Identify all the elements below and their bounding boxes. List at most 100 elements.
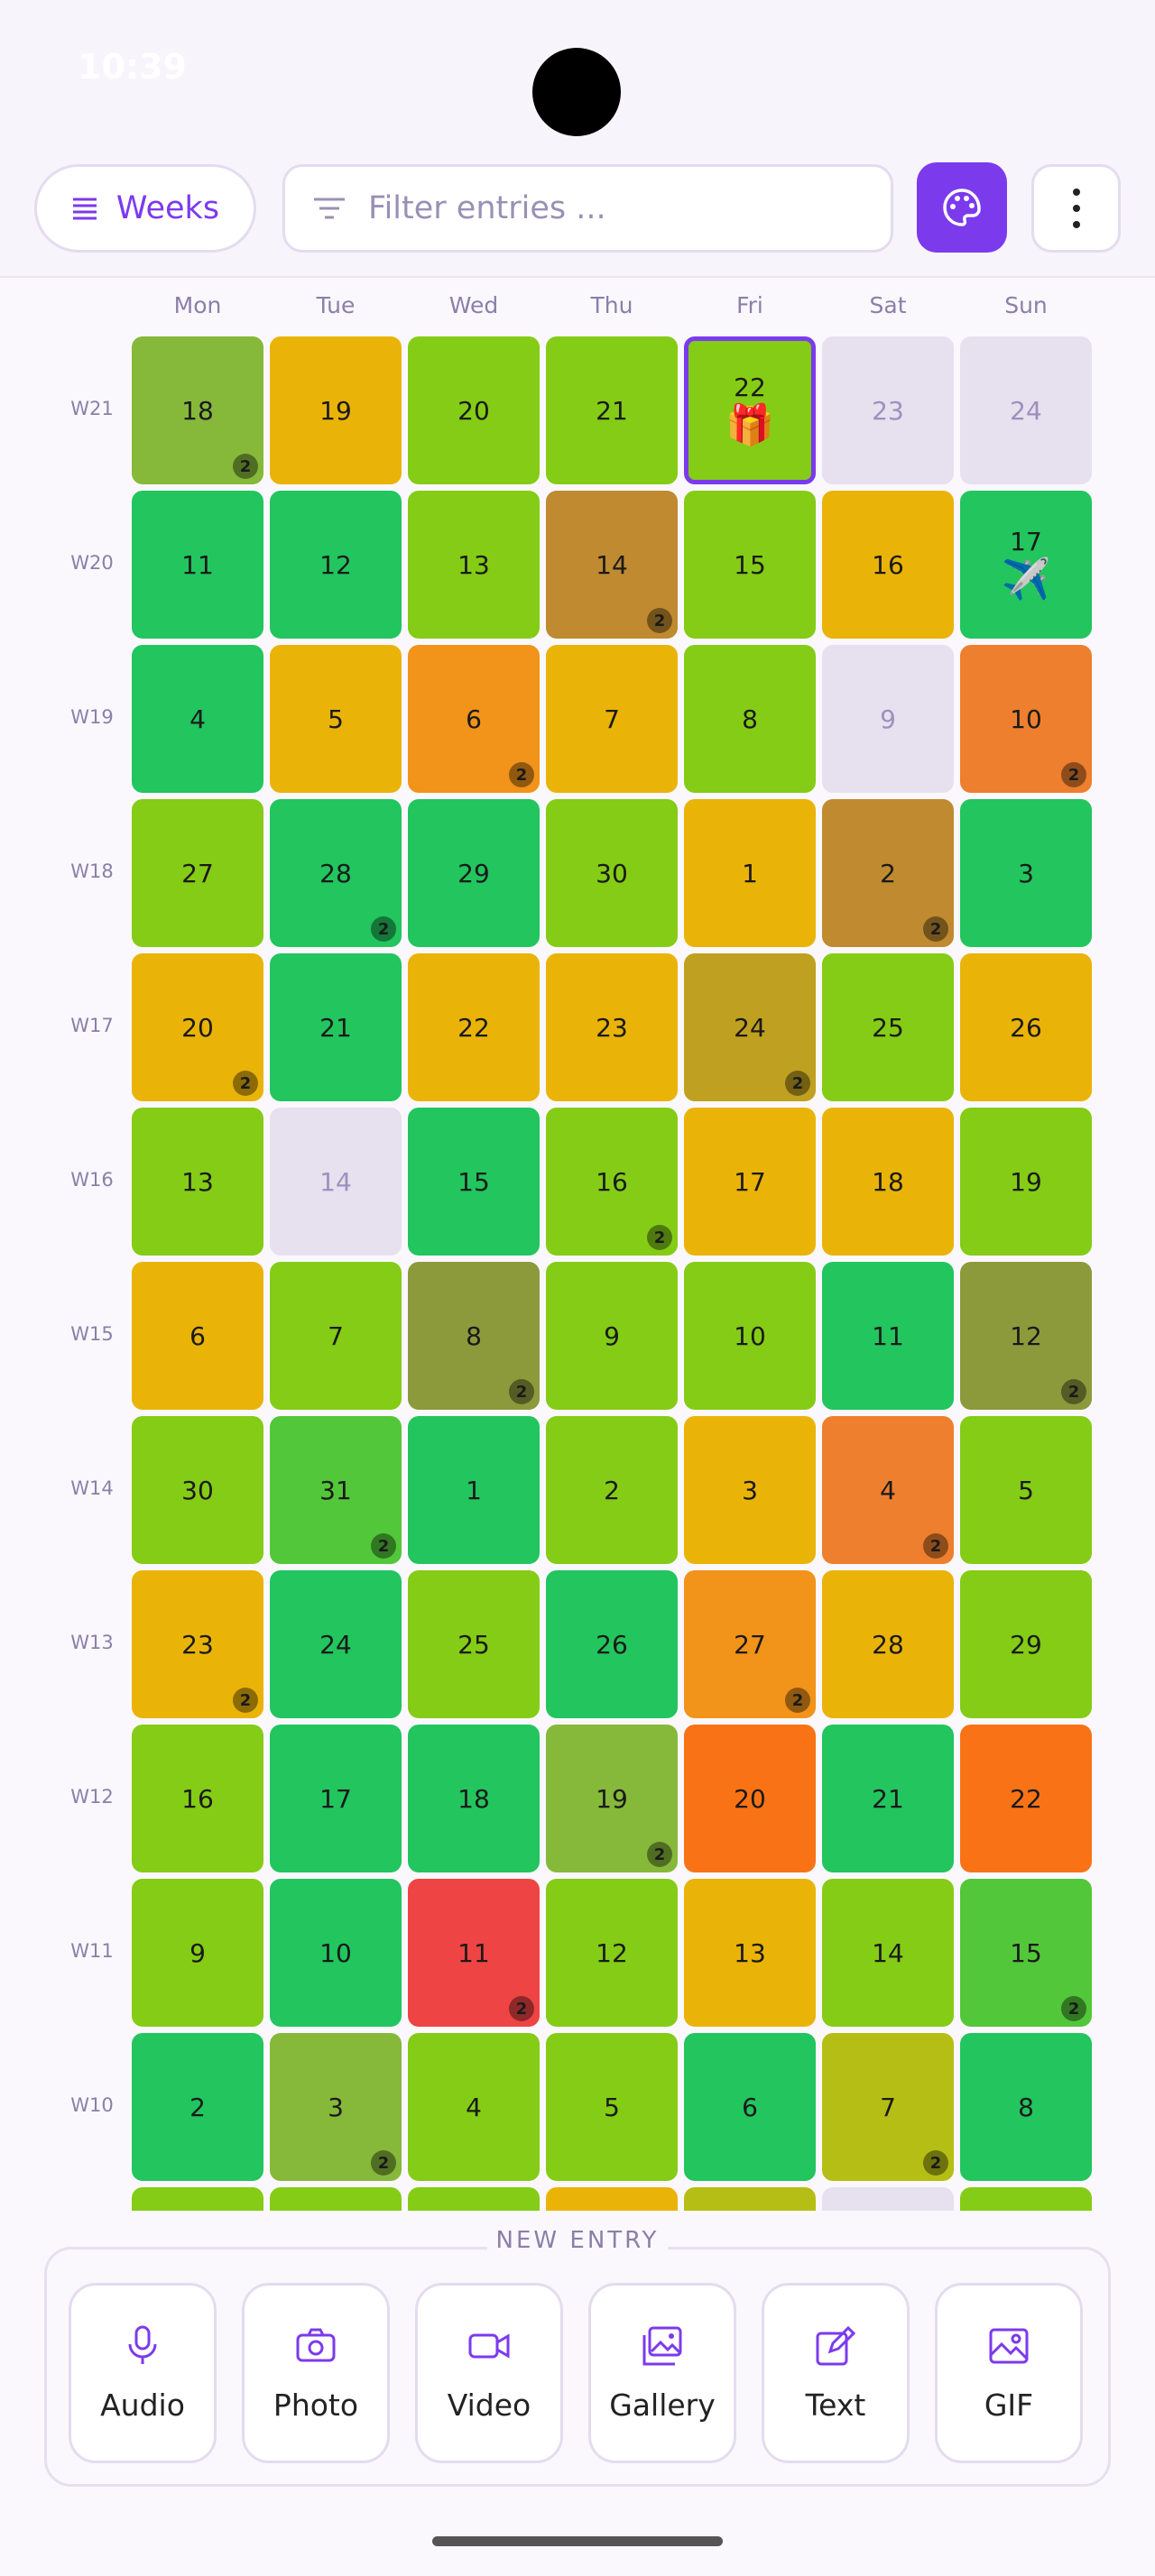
day-cell[interactable]: 17 bbox=[270, 1725, 402, 1872]
day-cell[interactable]: 3 bbox=[684, 1416, 816, 1564]
day-cell[interactable]: 22 🎁 bbox=[684, 336, 816, 484]
day-cell[interactable]: 12 2 bbox=[960, 1262, 1092, 1410]
day-cell[interactable]: 28 2 bbox=[270, 799, 402, 947]
day-cell[interactable]: 16 2 bbox=[546, 1108, 678, 1256]
more-button[interactable] bbox=[1031, 164, 1121, 253]
day-cell[interactable]: 9 bbox=[546, 1262, 678, 1410]
day-cell[interactable]: 4 bbox=[408, 2033, 540, 2181]
day-cell[interactable]: 15 bbox=[684, 491, 816, 639]
day-cell[interactable]: 23 bbox=[822, 336, 954, 484]
day-cell[interactable]: 4 bbox=[132, 645, 263, 793]
day-cell[interactable]: 14 bbox=[270, 1108, 402, 1256]
day-cell[interactable]: 25 bbox=[822, 953, 954, 1101]
day-cell[interactable]: 13 bbox=[684, 1879, 816, 2027]
day-cell[interactable]: 20 2 bbox=[132, 953, 263, 1101]
day-cell[interactable]: 12 bbox=[270, 491, 402, 639]
day-cell[interactable]: 25 bbox=[408, 1570, 540, 1718]
day-cell[interactable]: 8 bbox=[960, 2033, 1092, 2181]
filter-input[interactable]: Filter entries ... bbox=[282, 164, 893, 253]
day-cell[interactable]: 23 bbox=[546, 953, 678, 1101]
day-cell[interactable]: 2 bbox=[132, 2033, 263, 2181]
day-cell[interactable]: 19 bbox=[270, 336, 402, 484]
new-entry-button[interactable]: Video bbox=[415, 2283, 563, 2463]
day-cell[interactable]: 17 ✈️ bbox=[960, 491, 1092, 639]
day-cell[interactable]: 7 bbox=[546, 645, 678, 793]
day-cell[interactable]: 24 bbox=[270, 1570, 402, 1718]
day-cell[interactable]: 13 bbox=[408, 491, 540, 639]
day-cell[interactable]: 22 bbox=[408, 953, 540, 1101]
day-cell[interactable]: 11 bbox=[132, 491, 263, 639]
day-cell[interactable]: 1 bbox=[684, 799, 816, 947]
day-cell[interactable]: 11 bbox=[822, 1262, 954, 1410]
day-cell[interactable]: 15 bbox=[408, 1108, 540, 1256]
day-cell[interactable]: 12 bbox=[546, 1879, 678, 2027]
day-cell[interactable]: 23 2 bbox=[132, 1570, 263, 1718]
day-cell[interactable]: 29 bbox=[960, 1570, 1092, 1718]
day-cell[interactable]: 27 2 bbox=[684, 1570, 816, 1718]
day-cell[interactable]: 20 bbox=[684, 1725, 816, 1872]
new-entry-button[interactable]: GIF bbox=[935, 2283, 1083, 2463]
day-cell[interactable]: 30 bbox=[546, 799, 678, 947]
day-cell[interactable]: 24 2 bbox=[684, 953, 816, 1101]
day-cell[interactable]: 16 bbox=[822, 491, 954, 639]
day-cell[interactable]: 19 2 bbox=[546, 1725, 678, 1872]
day-cell[interactable]: 9 bbox=[132, 1879, 263, 2027]
day-number: 21 bbox=[319, 1012, 352, 1043]
day-cell[interactable]: 21 bbox=[822, 1725, 954, 1872]
day-cell[interactable]: 28 bbox=[822, 1570, 954, 1718]
new-entry-button[interactable]: Gallery bbox=[588, 2283, 736, 2463]
day-cell[interactable]: 29 bbox=[408, 799, 540, 947]
day-cell[interactable]: 18 2 bbox=[132, 336, 263, 484]
day-cell[interactable]: 11 2 bbox=[408, 1879, 540, 2027]
day-cell[interactable]: 15 2 bbox=[960, 1879, 1092, 2027]
day-cell[interactable]: 31 2 bbox=[270, 1416, 402, 1564]
palette-button[interactable] bbox=[917, 162, 1007, 253]
day-cell[interactable]: 1 bbox=[408, 1416, 540, 1564]
day-cell[interactable]: 13 bbox=[132, 1108, 263, 1256]
day-cell[interactable]: 21 bbox=[270, 953, 402, 1101]
day-cell[interactable]: 17 bbox=[684, 1108, 816, 1256]
filter-icon bbox=[314, 198, 345, 219]
new-entry-button[interactable]: Audio bbox=[69, 2283, 217, 2463]
day-cell[interactable]: 5 bbox=[960, 1416, 1092, 1564]
day-cell[interactable]: 18 bbox=[822, 1108, 954, 1256]
day-cell[interactable]: 5 bbox=[270, 645, 402, 793]
day-cell[interactable]: 2 bbox=[546, 1416, 678, 1564]
day-cell[interactable]: 10 bbox=[684, 1262, 816, 1410]
day-cell[interactable]: 19 bbox=[960, 1108, 1092, 1256]
day-cell[interactable]: 6 bbox=[684, 2033, 816, 2181]
day-cell[interactable]: 30 bbox=[132, 1416, 263, 1564]
day-cell[interactable]: 9 bbox=[822, 645, 954, 793]
day-cell[interactable]: 20 bbox=[408, 336, 540, 484]
day-cell[interactable]: 26 bbox=[546, 1570, 678, 1718]
day-cell[interactable]: 24 bbox=[960, 336, 1092, 484]
day-cell[interactable]: 3 bbox=[960, 799, 1092, 947]
new-entry-button[interactable]: Photo bbox=[242, 2283, 390, 2463]
day-cell[interactable]: 10 bbox=[270, 1879, 402, 2027]
day-number: 8 bbox=[1018, 2092, 1034, 2122]
weeks-button[interactable]: Weeks bbox=[34, 164, 256, 253]
week-label: W16 bbox=[70, 1169, 114, 1191]
day-number: 10 bbox=[734, 1320, 766, 1351]
entry-count-badge: 2 bbox=[647, 608, 672, 633]
day-cell[interactable]: 22 bbox=[960, 1725, 1092, 1872]
day-cell[interactable]: 26 bbox=[960, 953, 1092, 1101]
day-cell[interactable]: 18 bbox=[408, 1725, 540, 1872]
day-cell[interactable]: 21 bbox=[546, 336, 678, 484]
day-cell[interactable]: 6 bbox=[132, 1262, 263, 1410]
day-cell[interactable]: 8 bbox=[684, 645, 816, 793]
day-cell[interactable]: 27 bbox=[132, 799, 263, 947]
day-cell[interactable]: 5 bbox=[546, 2033, 678, 2181]
day-cell[interactable]: 14 bbox=[822, 1879, 954, 2027]
day-cell[interactable]: 7 bbox=[270, 1262, 402, 1410]
day-cell[interactable]: 14 2 bbox=[546, 491, 678, 639]
day-cell[interactable]: 16 bbox=[132, 1725, 263, 1872]
day-cell[interactable]: 10 2 bbox=[960, 645, 1092, 793]
new-entry-button[interactable]: Text bbox=[762, 2283, 910, 2463]
